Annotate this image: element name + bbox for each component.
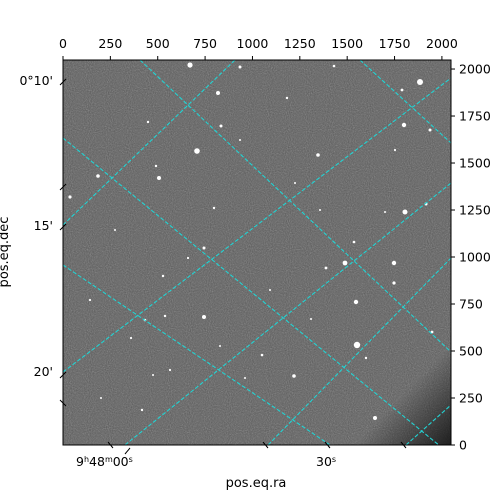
pixel-y-tick-label: 250 <box>459 391 483 406</box>
star <box>219 124 223 128</box>
star <box>364 356 368 360</box>
star <box>88 298 92 302</box>
star <box>187 62 193 68</box>
grid-line <box>405 404 451 445</box>
star <box>154 164 158 168</box>
star <box>417 79 423 85</box>
star <box>168 368 172 372</box>
star <box>186 256 190 260</box>
grid-line <box>63 137 440 445</box>
pixel-y-tick-label: 1500 <box>459 156 491 171</box>
dec-tick-label: 20' <box>34 364 53 379</box>
ra-tick-label: 30s <box>316 454 336 469</box>
pixel-y-tick-label: 1250 <box>459 203 491 218</box>
star <box>292 374 296 378</box>
x-axis-title: pos.eq.ra <box>226 476 287 491</box>
grid-line <box>359 60 451 144</box>
grid-line <box>139 60 451 353</box>
grid-line <box>63 77 451 373</box>
pixel-x-tick-label: 0 <box>59 36 67 51</box>
star <box>400 88 404 92</box>
plot-frame <box>62 59 452 446</box>
pixel-y-tick-label: 1750 <box>459 109 491 124</box>
star <box>157 176 161 180</box>
star <box>285 96 289 100</box>
star <box>324 266 328 270</box>
ra-tick-mark <box>107 441 407 455</box>
ra-axis: 9h48m00s 30s <box>76 441 407 469</box>
pixel-x-tick-label: 500 <box>146 36 170 51</box>
star <box>260 353 264 357</box>
star <box>384 211 386 213</box>
ra-tick-label: 9h48m00s <box>76 454 133 469</box>
star <box>212 206 216 210</box>
star <box>392 281 396 285</box>
star <box>294 182 296 184</box>
dec-tick-mark <box>59 78 67 407</box>
star <box>269 289 271 291</box>
star <box>373 416 377 420</box>
star <box>202 246 206 250</box>
grid-line <box>124 182 451 445</box>
y-axis-title: pos.eq.dec <box>0 217 12 288</box>
star <box>161 274 165 278</box>
star <box>163 314 167 318</box>
pixel-y-tick-label: 2000 <box>459 62 491 77</box>
star <box>401 122 407 128</box>
star <box>391 260 397 266</box>
pixel-y-tick-label: 750 <box>459 297 483 312</box>
star <box>100 397 102 399</box>
star <box>114 229 116 231</box>
pixel-x-tick-label: 2000 <box>426 36 458 51</box>
pixel-y-tick-label: 0 <box>459 438 467 453</box>
sky-image <box>63 60 451 445</box>
star <box>140 408 144 412</box>
pixel-x-tick-label: 750 <box>193 36 217 51</box>
star <box>219 345 221 347</box>
star <box>244 377 246 379</box>
pixel-y-tick-label: 1000 <box>459 250 491 265</box>
star <box>352 240 356 244</box>
star <box>239 139 241 141</box>
star <box>393 148 397 152</box>
dark-corner <box>330 320 451 445</box>
star <box>96 174 100 178</box>
star <box>342 260 348 266</box>
star <box>316 153 320 157</box>
star-field <box>68 62 434 420</box>
star <box>430 330 434 334</box>
star <box>146 120 150 124</box>
star <box>402 209 408 215</box>
dec-tick-label: 15' <box>34 218 53 233</box>
star <box>428 128 432 132</box>
star <box>238 65 242 69</box>
star <box>332 64 336 68</box>
star <box>194 148 200 154</box>
grid-line <box>267 257 451 445</box>
pixel-x-tick-label: 1000 <box>237 36 269 51</box>
star <box>353 299 359 305</box>
pixel-x-tick-label: 1250 <box>284 36 316 51</box>
star <box>152 374 154 376</box>
star <box>202 315 206 319</box>
coordinate-grid <box>63 60 451 445</box>
pixel-x-tick-label: 1500 <box>331 36 363 51</box>
star <box>129 336 133 340</box>
star <box>310 318 312 320</box>
pixel-y-tick-label: 500 <box>459 344 483 359</box>
star <box>353 341 361 349</box>
pixel-y-axis: 0 250 500 750 1000 1250 1500 1750 2000 <box>451 62 491 453</box>
dec-axis: 0°10' 15' 20' <box>19 73 67 407</box>
grid-line <box>63 60 236 226</box>
pixel-x-axis: 0 250 500 750 1000 1250 1500 1750 2000 <box>59 36 458 60</box>
dec-tick-label: 0°10' <box>19 73 53 88</box>
star <box>216 91 220 95</box>
star <box>319 209 321 211</box>
star <box>68 195 72 199</box>
pixel-x-tick-label: 1750 <box>379 36 411 51</box>
pixel-x-tick-label: 250 <box>98 36 122 51</box>
